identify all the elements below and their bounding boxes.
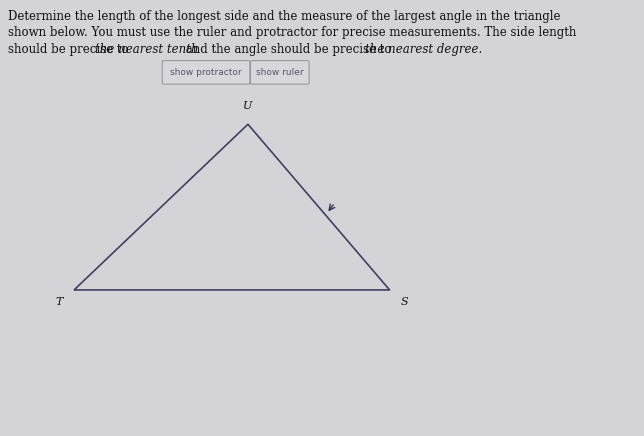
Text: T: T (55, 297, 62, 307)
Text: Determine the length of the longest side and the measure of the largest angle in: Determine the length of the longest side… (8, 10, 560, 23)
Text: and the angle should be precise to: and the angle should be precise to (182, 43, 395, 56)
Text: the nearest tenth: the nearest tenth (95, 43, 199, 56)
Text: U: U (243, 101, 252, 111)
FancyBboxPatch shape (251, 61, 309, 84)
Text: show ruler: show ruler (256, 68, 303, 77)
Text: show protractor: show protractor (170, 68, 242, 77)
Text: should be precise to: should be precise to (8, 43, 132, 56)
FancyBboxPatch shape (162, 61, 250, 84)
Text: S: S (401, 297, 408, 307)
Text: shown below. You must use the ruler and protractor for precise measurements. The: shown below. You must use the ruler and … (8, 26, 576, 39)
Text: the nearest degree.: the nearest degree. (365, 43, 482, 56)
